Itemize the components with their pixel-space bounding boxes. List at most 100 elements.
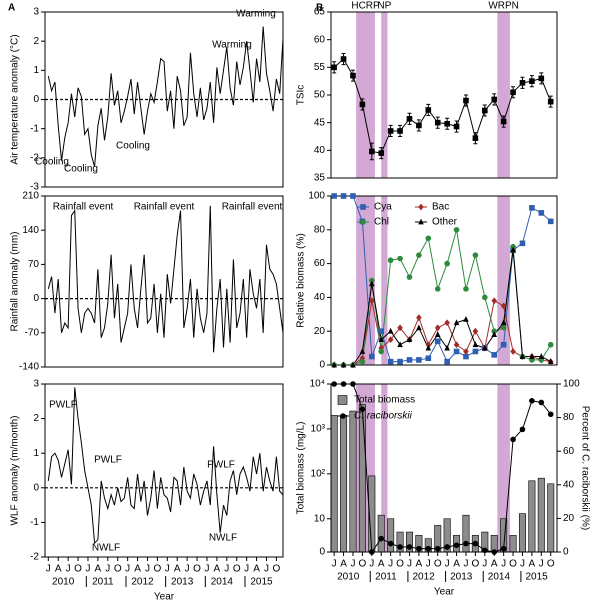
y-tick-label: 3: [33, 379, 39, 390]
series-line: [47, 205, 284, 353]
marker: [500, 319, 507, 326]
marker: [406, 274, 413, 280]
marker: [331, 361, 337, 368]
marker: [510, 436, 516, 443]
marker: [434, 119, 441, 126]
marker: [406, 336, 413, 343]
marker: [500, 545, 507, 552]
annotation: Rainfall event: [53, 202, 114, 213]
marker: [444, 260, 450, 267]
marker: [453, 227, 460, 233]
x-tick-label: O: [272, 564, 280, 575]
marker: [350, 381, 356, 387]
marker: [406, 544, 413, 550]
y-axis-label: Rainfall anomaly (mm): [10, 231, 21, 331]
marker: [378, 328, 385, 334]
marker: [538, 210, 545, 216]
x-tick-label: A: [253, 564, 260, 575]
marker: [547, 98, 554, 105]
marker: [387, 327, 394, 334]
annotation: PWLF: [49, 400, 77, 411]
y-tick-label: 80: [314, 224, 326, 235]
y-tick-label: 100: [308, 191, 325, 202]
annotation: NWLF: [209, 533, 237, 544]
y2-tick-label: 20: [563, 513, 575, 524]
y-tick-label: 10: [314, 513, 326, 524]
x-tick-label: J: [165, 564, 170, 575]
x-tick-label: J: [501, 559, 506, 570]
marker: [359, 101, 366, 108]
x-tick-label: J: [185, 564, 190, 575]
marker: [340, 193, 347, 199]
marker: [369, 353, 375, 360]
marker: [482, 547, 488, 554]
period-label: HCRP: [351, 1, 380, 12]
marker: [472, 327, 479, 335]
x-tick-label: J: [388, 559, 393, 570]
x-tick-label: O: [396, 559, 404, 570]
marker: [397, 128, 403, 134]
x-tick-label: J: [426, 559, 431, 570]
x-tick-label: J: [46, 564, 51, 575]
marker: [425, 107, 432, 113]
marker: [529, 353, 535, 359]
marker: [472, 135, 479, 141]
marker: [331, 64, 337, 71]
marker: [359, 406, 366, 413]
y-tick-label: 50: [314, 90, 326, 101]
marker: [500, 302, 507, 310]
y-tick-label: -70: [25, 327, 40, 338]
plot-frame: [44, 383, 284, 558]
marker: [434, 331, 441, 337]
y-tick-label: 0: [319, 547, 325, 558]
marker: [416, 314, 422, 322]
year-label: 2013: [450, 572, 473, 583]
marker: [538, 353, 545, 359]
y-axis-label: Relative biomass (%): [296, 233, 307, 327]
legend-marker: [360, 204, 366, 210]
marker: [369, 280, 375, 287]
marker: [416, 122, 422, 129]
shaded-period: [356, 196, 375, 365]
marker: [387, 128, 394, 134]
marker: [425, 344, 432, 351]
y-tick-label: -1: [30, 517, 39, 528]
marker: [491, 96, 498, 103]
legend-label: Total biomass: [354, 395, 415, 406]
x-tick-label: A: [529, 559, 536, 570]
marker: [463, 353, 469, 360]
year-label: 2010: [52, 577, 75, 588]
marker: [529, 205, 535, 211]
y2-tick-label: 80: [563, 412, 575, 423]
bar: [387, 518, 395, 553]
shaded-period: [381, 196, 388, 365]
bar: [528, 480, 536, 553]
panel-label: B: [316, 3, 323, 14]
marker: [340, 381, 347, 387]
y-tick-label: 210: [22, 191, 39, 202]
marker: [425, 235, 432, 242]
x-tick-label: J: [224, 564, 229, 575]
x-tick-label: A: [134, 564, 141, 575]
y-tick-label: 140: [22, 225, 39, 236]
x-tick-label: J: [463, 559, 468, 570]
x-tick-label: A: [214, 564, 221, 575]
y-tick-label: 0: [319, 360, 325, 371]
marker: [387, 257, 394, 264]
y-axis-label: TSIc: [296, 85, 307, 106]
x-tick-label: O: [547, 559, 555, 570]
marker: [387, 540, 394, 547]
marker: [378, 336, 385, 343]
panel: 0 10 10² 10³ 10⁴ 0 20 40 60 80 100 Total biomass (m…: [296, 379, 591, 598]
marker: [529, 78, 535, 84]
marker: [538, 399, 545, 406]
x-tick-label: O: [471, 559, 479, 570]
marker: [397, 324, 403, 332]
bar: [537, 477, 545, 553]
marker: [359, 348, 366, 354]
series-line: [47, 26, 284, 167]
legend-label: Chl: [374, 217, 389, 228]
shaded-period: [381, 12, 388, 178]
x-tick-label: A: [453, 559, 460, 570]
